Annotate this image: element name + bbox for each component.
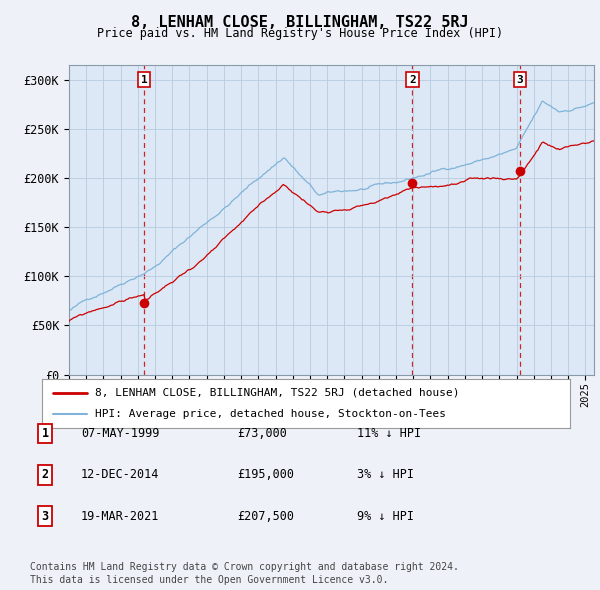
Text: 07-MAY-1999: 07-MAY-1999 xyxy=(81,427,160,440)
Text: 2: 2 xyxy=(41,468,49,481)
Text: 1: 1 xyxy=(41,427,49,440)
Text: 1: 1 xyxy=(140,75,147,84)
Text: 3: 3 xyxy=(517,75,524,84)
Text: HPI: Average price, detached house, Stockton-on-Tees: HPI: Average price, detached house, Stoc… xyxy=(95,409,446,419)
Text: 8, LENHAM CLOSE, BILLINGHAM, TS22 5RJ (detached house): 8, LENHAM CLOSE, BILLINGHAM, TS22 5RJ (d… xyxy=(95,388,460,398)
Text: 12-DEC-2014: 12-DEC-2014 xyxy=(81,468,160,481)
Text: 3% ↓ HPI: 3% ↓ HPI xyxy=(357,468,414,481)
Text: Price paid vs. HM Land Registry's House Price Index (HPI): Price paid vs. HM Land Registry's House … xyxy=(97,27,503,40)
Text: 3: 3 xyxy=(41,510,49,523)
Text: 11% ↓ HPI: 11% ↓ HPI xyxy=(357,427,421,440)
Text: 19-MAR-2021: 19-MAR-2021 xyxy=(81,510,160,523)
Text: £207,500: £207,500 xyxy=(237,510,294,523)
Text: £195,000: £195,000 xyxy=(237,468,294,481)
Text: 2: 2 xyxy=(409,75,416,84)
Text: 9% ↓ HPI: 9% ↓ HPI xyxy=(357,510,414,523)
Text: Contains HM Land Registry data © Crown copyright and database right 2024.
This d: Contains HM Land Registry data © Crown c… xyxy=(30,562,459,585)
Text: 8, LENHAM CLOSE, BILLINGHAM, TS22 5RJ: 8, LENHAM CLOSE, BILLINGHAM, TS22 5RJ xyxy=(131,15,469,30)
Text: £73,000: £73,000 xyxy=(237,427,287,440)
